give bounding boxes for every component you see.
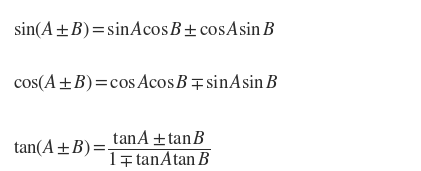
Text: $\cos(A \pm B) = \cos A \cos B \mp \sin A \sin B$: $\cos(A \pm B) = \cos A \cos B \mp \sin … bbox=[13, 72, 278, 93]
Text: $\tan(A \pm B) = \dfrac{\tan A \pm \tan B}{1 \mp \tan A \tan B}$: $\tan(A \pm B) = \dfrac{\tan A \pm \tan … bbox=[13, 128, 210, 170]
Text: $\sin(A \pm B) = \sin A \cos B \pm \cos A \sin B$: $\sin(A \pm B) = \sin A \cos B \pm \cos … bbox=[13, 19, 275, 40]
